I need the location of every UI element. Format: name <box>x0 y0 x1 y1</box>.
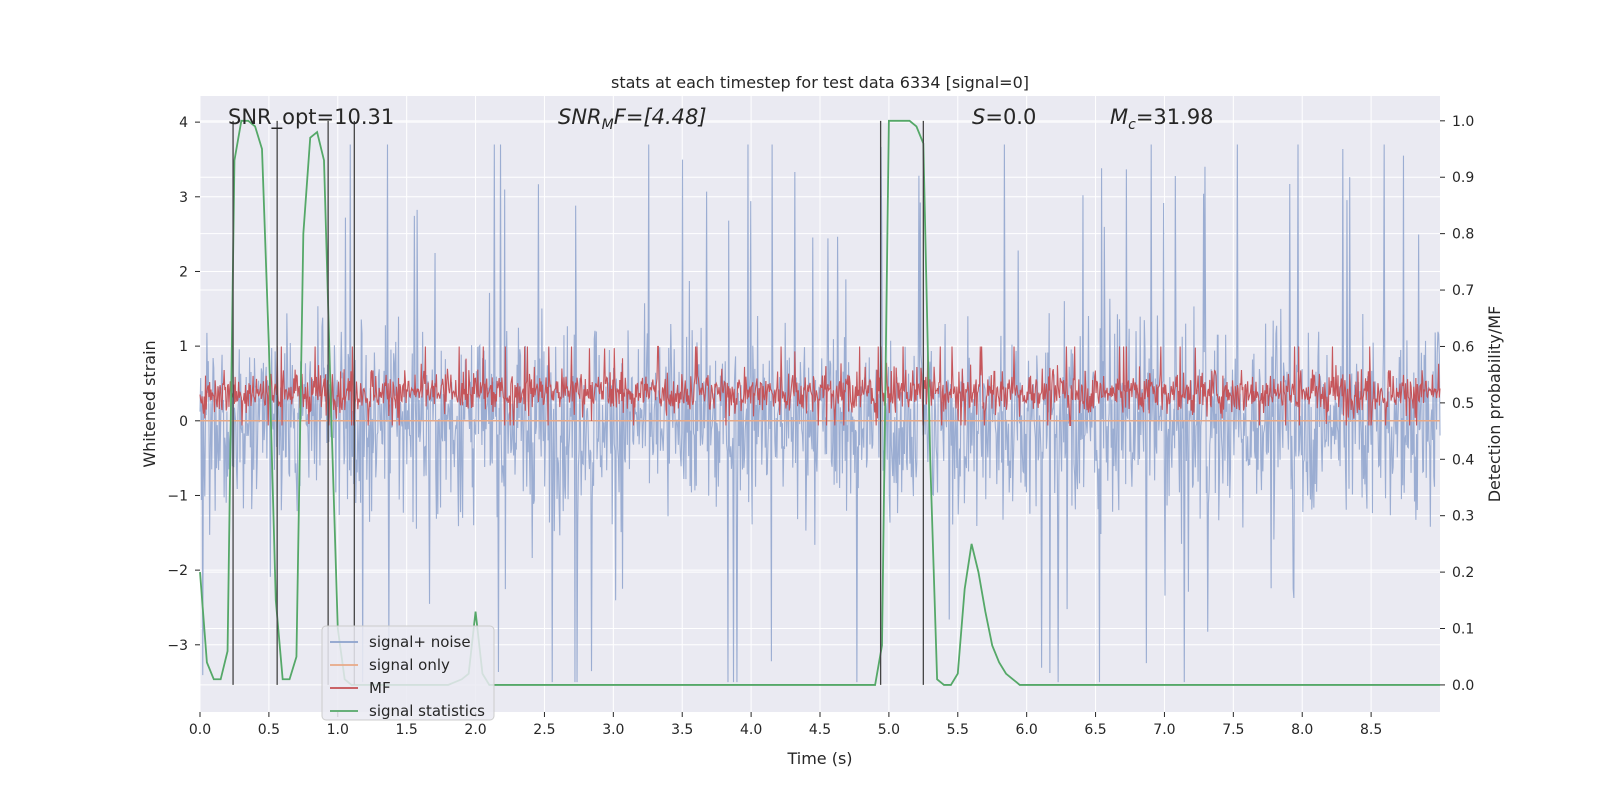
y-right-tick-label: 0.0 <box>1452 678 1474 694</box>
legend-label: MF <box>369 679 391 697</box>
x-tick-label: 1.5 <box>396 722 418 738</box>
legend: signal+ noise signal only MF signal statist… <box>321 625 495 721</box>
snr-opt-annotation: SNR_opt=10.31 <box>228 105 394 130</box>
x-tick-label: 5.5 <box>947 722 969 738</box>
x-tick-label: 7.0 <box>1153 722 1175 738</box>
snr-mf-sub: M <box>602 117 614 133</box>
y-right-tick-label: 0.2 <box>1452 565 1474 581</box>
x-tick-label: 5.0 <box>878 722 900 738</box>
y-right-tick-label: 0.3 <box>1452 509 1474 525</box>
x-tick-label: 3.0 <box>602 722 624 738</box>
legend-label: signal statistics <box>369 702 485 720</box>
y-right-tick-label: 0.1 <box>1452 622 1474 638</box>
vertical-markers <box>232 120 924 685</box>
mc-annotation: Mc=31.98 <box>1110 105 1214 133</box>
y-right-tick-label: 0.4 <box>1452 452 1474 468</box>
legend-label: signal only <box>369 656 450 674</box>
x-tick-label: 2.0 <box>464 722 486 738</box>
x-tick-label: 6.0 <box>1016 722 1038 738</box>
snr-mf-rest: F=[4.48] <box>614 105 707 129</box>
x-tick-label: 0.5 <box>258 722 280 738</box>
y-right-tick-label: 0.7 <box>1452 283 1474 299</box>
s-annotation: S=0.0 <box>972 105 1036 129</box>
legend-box <box>321 625 495 721</box>
x-tick-label: 6.5 <box>1084 722 1106 738</box>
y-left-tick-label: −1 <box>167 488 188 504</box>
y-left-tick-label: 4 <box>179 115 188 131</box>
x-tick-label: 7.5 <box>1222 722 1244 738</box>
y-axis-right: 0.0 0.1 0.2 0.3 0.4 0.5 0.6 0.7 0.8 0.9 1.0 <box>1440 114 1474 694</box>
y-left-tick-label: 1 <box>179 339 188 355</box>
x-axis: 0.0 0.5 1.0 1.5 2.0 2.5 3.0 3.5 4.0 4.5 5.0 5.5 6.0 6… <box>189 712 1382 738</box>
x-tick-label: 0.0 <box>189 722 211 738</box>
y-right-tick-label: 0.8 <box>1452 227 1474 243</box>
mc-rest: =31.98 <box>1136 105 1214 129</box>
y-left-tick-label: 0 <box>179 414 188 430</box>
series-mf <box>199 345 1441 426</box>
y-axis-left-label: Whitened strain <box>140 340 159 467</box>
x-tick-label: 4.0 <box>740 722 762 738</box>
x-axis-label: Time (s) <box>786 749 852 768</box>
x-tick-label: 3.5 <box>671 722 693 738</box>
x-tick-label: 8.0 <box>1291 722 1313 738</box>
mc-sub: c <box>1128 117 1136 133</box>
s-italic: S <box>972 105 985 129</box>
y-axis-right-label: Detection probability/MF <box>1485 306 1504 503</box>
y-right-tick-label: 1.0 <box>1452 114 1474 130</box>
chart-title: stats at each timestep for test data 633… <box>611 73 1029 92</box>
snr-mf-base: SNR <box>558 105 602 129</box>
x-tick-label: 2.5 <box>533 722 555 738</box>
y-right-tick-label: 0.6 <box>1452 339 1474 355</box>
annotations: SNR_opt=10.31 SNRMF=[4.48] S=0.0 Mc=31.9… <box>228 105 1214 133</box>
y-left-tick-label: 3 <box>179 190 188 206</box>
y-axis-left: −3 −2 −1 0 1 2 3 4 <box>167 115 200 654</box>
x-tick-label: 1.0 <box>327 722 349 738</box>
y-left-tick-label: −2 <box>167 563 188 579</box>
mc-base: M <box>1110 105 1128 129</box>
y-left-tick-label: −3 <box>167 638 188 654</box>
y-left-tick-label: 2 <box>179 264 188 280</box>
y-right-tick-label: 0.9 <box>1452 170 1474 186</box>
legend-label: signal+ noise <box>369 633 471 651</box>
x-tick-label: 4.5 <box>809 722 831 738</box>
snr-mf-annotation: SNRMF=[4.48] <box>558 105 707 133</box>
y-right-tick-label: 0.5 <box>1452 396 1474 412</box>
s-rest: =0.0 <box>985 105 1036 129</box>
x-tick-label: 8.5 <box>1360 722 1382 738</box>
